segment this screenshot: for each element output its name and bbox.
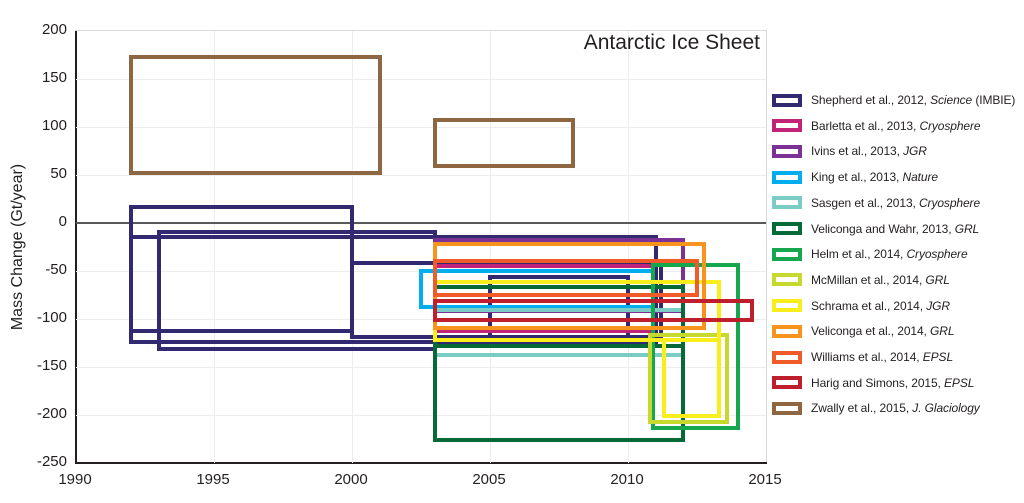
legend-swatch-harig-simons-2015 <box>772 376 802 390</box>
legend-label-veliconga-2014: Veliconga et al., 2014, GRL <box>811 324 955 339</box>
y-tick-label: -200 <box>36 405 67 422</box>
legend-item-barletta-2013: Barletta et al., 2013, Cryosphere <box>772 118 981 133</box>
legend-item-zwally-2015: Zwally et al., 2015, J. Glaciology <box>772 401 980 415</box>
gridline-horizontal <box>76 127 766 128</box>
legend-item-sasgen-2013: Sasgen et al., 2013, Cryosphere <box>772 196 980 210</box>
legend-swatch-schrama-2014 <box>772 299 802 313</box>
estimate-rect-harig-simons-2015 <box>432 298 755 322</box>
legend-label-williams-2014: Williams et al., 2014, EPSL <box>811 350 954 364</box>
legend-label-zwally-2015: Zwally et al., 2015, J. Glaciology <box>811 401 980 416</box>
legend-label-veliconga-wahr-2013: Veliconga and Wahr, 2013, GRL <box>811 221 980 236</box>
x-tick-label: 2005 <box>472 471 506 488</box>
y-tick-label: 100 <box>41 117 67 134</box>
legend-label-ivins-2013: Ivins et al., 2013, JGR <box>811 144 927 159</box>
legend-label-sasgen-2013: Sasgen et al., 2013, Cryosphere <box>811 195 981 210</box>
gridline-vertical <box>628 31 629 463</box>
legend-label-shepherd-2012: Shepherd et al., 2012, Science (IMBIE) <box>811 93 1016 107</box>
x-tick-label: 2010 <box>610 471 644 488</box>
estimate-rect-veliconga-wahr-2013 <box>432 343 686 442</box>
legend-swatch-helm-2014 <box>772 247 802 261</box>
legend-label-barletta-2013: Barletta et al., 2013, Cryosphere <box>811 118 981 133</box>
legend-label-mcmillan-2014: McMillan et al., 2014, GRL <box>811 272 950 287</box>
gridline-horizontal <box>76 367 766 368</box>
legend-swatch-veliconga-wahr-2013 <box>772 222 802 235</box>
estimate-rect-shepherd-2012 <box>129 235 658 345</box>
x-tick-label: 2015 <box>748 471 782 488</box>
legend-swatch-king-2013 <box>772 170 802 184</box>
legend-swatch-zwally-2015 <box>772 401 802 415</box>
gridline-horizontal <box>76 175 766 176</box>
y-tick-label: -250 <box>36 453 67 470</box>
y-tick-label: 0 <box>58 213 67 230</box>
legend-swatch-barletta-2013 <box>772 119 802 133</box>
gridline-vertical <box>214 31 215 463</box>
legend-swatch-veliconga-2014 <box>772 324 802 338</box>
y-tick-label: 150 <box>41 69 67 86</box>
legend-label-harig-simons-2015: Harig and Simons, 2015, EPSL <box>811 375 975 390</box>
legend-item-ivins-2013: Ivins et al., 2013, JGR <box>772 144 927 158</box>
chart-title: Antarctic Ice Sheet <box>583 31 760 54</box>
legend-item-veliconga-2014: Veliconga et al., 2014, GRL <box>772 324 955 339</box>
legend-swatch-ivins-2013 <box>772 144 802 158</box>
y-tick-label: -100 <box>36 309 67 326</box>
y-tick-label: 200 <box>41 21 67 38</box>
x-tick-label: 1995 <box>196 471 230 488</box>
legend-label-king-2013: King et al., 2013, Nature <box>811 170 938 185</box>
legend-swatch-williams-2014 <box>772 350 802 364</box>
estimate-rect-mcmillan-2014 <box>648 333 730 424</box>
legend-item-veliconga-wahr-2013: Veliconga and Wahr, 2013, GRL <box>772 222 979 236</box>
legend-item-mcmillan-2014: McMillan et al., 2014, GRL <box>772 273 950 287</box>
estimate-rect-zwally-2015 <box>129 54 382 176</box>
zero-reference-line <box>76 222 766 224</box>
y-tick-label: 50 <box>50 165 67 182</box>
legend-item-king-2013: King et al., 2013, Nature <box>772 170 938 184</box>
x-tick-label: 2000 <box>334 471 368 488</box>
legend-swatch-mcmillan-2014 <box>772 273 802 287</box>
y-axis-line <box>75 31 77 464</box>
gridline-horizontal <box>76 415 766 416</box>
legend-item-williams-2014: Williams et al., 2014, EPSL <box>772 350 953 364</box>
legend-label-helm-2014: Helm et al., 2014, Cryosphere <box>811 247 968 262</box>
estimate-rect-schrama-2014 <box>661 338 722 418</box>
gridline-vertical <box>490 31 491 463</box>
legend-item-helm-2014: Helm et al., 2014, Cryosphere <box>772 247 968 261</box>
x-axis-line <box>75 462 767 464</box>
legend-item-shepherd-2012: Shepherd et al., 2012, Science (IMBIE) <box>772 93 1015 107</box>
estimate-rect-zwally-2015 <box>432 118 575 169</box>
gridline-horizontal <box>76 79 766 80</box>
legend-swatch-sasgen-2013 <box>772 196 802 210</box>
legend-label-schrama-2014: Schrama et al., 2014, JGR <box>811 298 950 313</box>
gridline-horizontal <box>76 319 766 320</box>
legend-item-schrama-2014: Schrama et al., 2014, JGR <box>772 299 950 313</box>
legend-item-harig-simons-2015: Harig and Simons, 2015, EPSL <box>772 376 974 390</box>
legend-swatch-shepherd-2012 <box>772 93 802 107</box>
plot-area <box>75 30 767 464</box>
estimate-rect-williams-2014 <box>432 259 699 297</box>
x-tick-label: 1990 <box>58 471 92 488</box>
y-tick-label: -150 <box>36 357 67 374</box>
y-tick-label: -50 <box>45 261 67 278</box>
